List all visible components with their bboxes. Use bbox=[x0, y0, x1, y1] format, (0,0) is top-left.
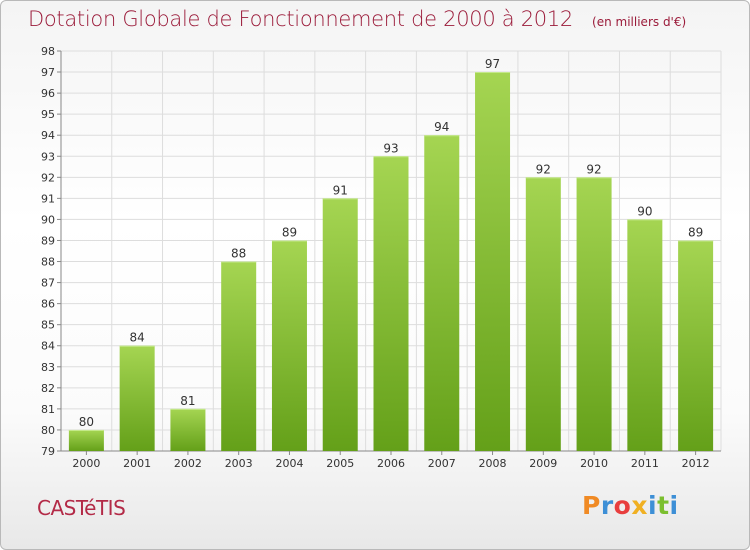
x-tick-label: 2005 bbox=[326, 457, 354, 470]
proxiti-logo: Proxiti bbox=[582, 491, 679, 520]
y-tick-label: 96 bbox=[41, 87, 55, 100]
x-tick-label: 2012 bbox=[682, 457, 710, 470]
x-tick-label: 2002 bbox=[174, 457, 202, 470]
data-label-2002: 81 bbox=[180, 394, 195, 408]
y-tick-label: 83 bbox=[41, 361, 55, 374]
data-label-2006: 93 bbox=[383, 141, 398, 155]
brand-letter: t bbox=[657, 491, 670, 520]
chart-title: Dotation Globale de Fonctionnement de 20… bbox=[28, 7, 686, 31]
bar-2010 bbox=[576, 177, 612, 451]
y-tick-label: 94 bbox=[41, 129, 55, 142]
data-label-2007: 94 bbox=[434, 120, 449, 134]
data-label-2001: 84 bbox=[130, 331, 145, 345]
y-tick-label: 91 bbox=[41, 192, 55, 205]
x-tick-label: 2009 bbox=[529, 457, 557, 470]
bar-2007 bbox=[424, 135, 460, 452]
chart-title-text: Dotation Globale de Fonctionnement de 20… bbox=[28, 7, 573, 31]
brand-letter: i bbox=[669, 491, 679, 520]
brand-letter: P bbox=[582, 491, 601, 520]
brand-letter: x bbox=[631, 491, 648, 520]
x-tick-label: 2006 bbox=[377, 457, 405, 470]
brand-letter: r bbox=[600, 491, 614, 520]
x-tick-label: 2008 bbox=[479, 457, 507, 470]
data-label-2009: 92 bbox=[536, 162, 551, 176]
bar-2002 bbox=[170, 408, 206, 451]
y-tick-label: 82 bbox=[41, 382, 55, 395]
y-tick-label: 84 bbox=[41, 340, 55, 353]
y-tick-label: 89 bbox=[41, 234, 55, 247]
bar-2008 bbox=[475, 72, 511, 451]
y-tick-label: 95 bbox=[41, 108, 55, 121]
y-tick-label: 97 bbox=[41, 66, 55, 79]
x-tick-label: 2000 bbox=[72, 457, 100, 470]
commune-name: CASTéTIS bbox=[37, 496, 126, 520]
y-tick-label: 88 bbox=[41, 256, 55, 269]
data-label-2000: 80 bbox=[79, 415, 94, 429]
y-tick-label: 86 bbox=[41, 298, 55, 311]
bar-2004 bbox=[271, 240, 307, 451]
bar-2011 bbox=[627, 219, 663, 451]
bars bbox=[68, 72, 714, 452]
data-label-2003: 88 bbox=[231, 247, 246, 261]
data-label-2012: 89 bbox=[688, 225, 703, 239]
x-tick-label: 2001 bbox=[123, 457, 151, 470]
y-tick-label: 87 bbox=[41, 277, 55, 290]
data-label-2008: 97 bbox=[485, 57, 500, 71]
data-label-2004: 89 bbox=[282, 225, 297, 239]
y-tick-label: 79 bbox=[41, 445, 55, 458]
data-label-2011: 90 bbox=[637, 204, 652, 218]
bar-2005 bbox=[322, 198, 358, 451]
data-label-2010: 92 bbox=[586, 162, 601, 176]
brand-letter: o bbox=[613, 491, 632, 520]
labels: 79 80 81 82 83 84 85 86 87 88 89 90 91 92 93 94 95 96 97 98… bbox=[41, 45, 710, 470]
bar-2001 bbox=[119, 345, 155, 451]
y-tick-label: 90 bbox=[41, 213, 55, 226]
y-tick-label: 80 bbox=[41, 424, 55, 437]
chart-unit-label: (en milliers d'€) bbox=[592, 15, 687, 29]
bar-2000 bbox=[68, 429, 104, 451]
y-tick-label: 85 bbox=[41, 319, 55, 332]
x-tick-label: 2007 bbox=[428, 457, 456, 470]
y-tick-label: 98 bbox=[41, 45, 55, 58]
bar-2012 bbox=[678, 240, 714, 451]
bar-2009 bbox=[525, 177, 561, 451]
data-label-2005: 91 bbox=[333, 183, 348, 197]
y-tick-label: 93 bbox=[41, 150, 55, 163]
y-tick-label: 92 bbox=[41, 171, 55, 184]
x-tick-label: 2004 bbox=[275, 457, 303, 470]
x-tick-label: 2003 bbox=[225, 457, 253, 470]
brand-letter: i bbox=[648, 491, 658, 520]
x-tick-label: 2011 bbox=[631, 457, 659, 470]
bar-2003 bbox=[221, 261, 257, 451]
x-tick-label: 2010 bbox=[580, 457, 608, 470]
bar-2006 bbox=[373, 156, 409, 451]
y-tick-label: 81 bbox=[41, 403, 55, 416]
